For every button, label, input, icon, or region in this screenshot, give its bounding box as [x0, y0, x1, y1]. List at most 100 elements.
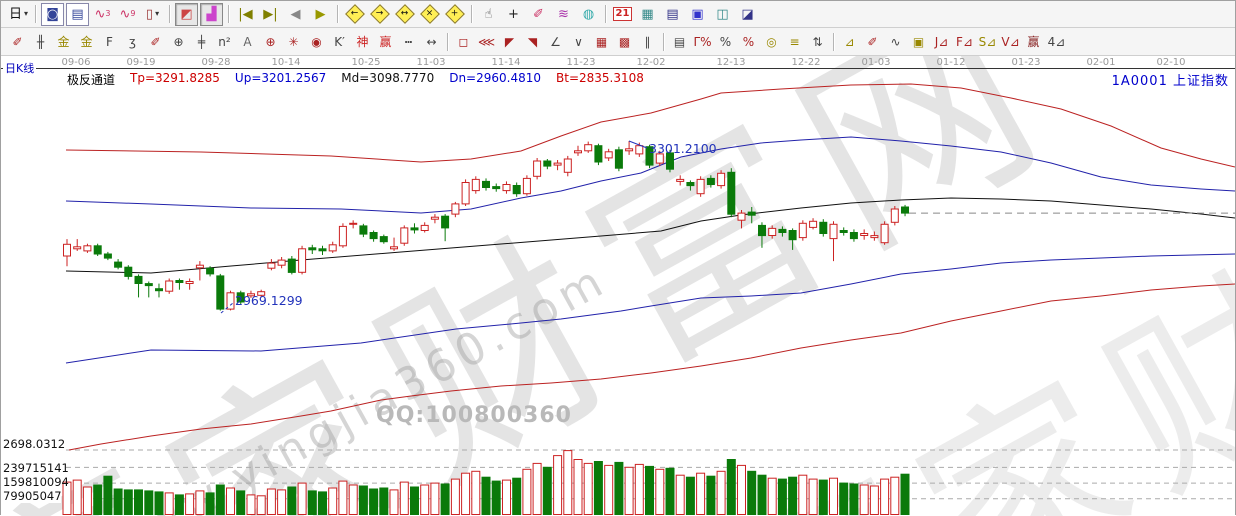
ying-angle-tool-icon[interactable]: 赢	[1027, 34, 1040, 49]
candle-style-icon[interactable]: ▯	[141, 3, 164, 26]
band-tool-icon[interactable]: ≋	[558, 6, 569, 22]
main-toolbar: 日◙▤∿3∿9▯◩▟|◀▶|◀▶←→↔×+☝+✐≋◍21▦▤▣◫◪	[1, 1, 1235, 28]
speed-line-tool-icon[interactable]: V⊿	[1001, 34, 1020, 49]
four-angle-tool-icon[interactable]: 4⊿	[1047, 34, 1066, 49]
kline-view-icon[interactable]: ◩	[175, 2, 198, 26]
date-label: 12-02	[636, 57, 666, 68]
shen-tool-icon[interactable]: 神	[356, 34, 369, 49]
gold-section2-tool-icon[interactable]: 金	[80, 34, 93, 49]
j-angle-tool-icon[interactable]: J⊿	[934, 34, 949, 49]
band-line-bt	[68, 283, 1235, 451]
trendline-pin-icon[interactable]: ✐	[533, 6, 544, 22]
gold-levels-tool-icon[interactable]: ≡	[789, 34, 800, 49]
hline-grid-tool-icon[interactable]: ╫	[36, 34, 45, 49]
info-panel-icon[interactable]: ▤	[66, 2, 89, 26]
notes-icon[interactable]: ▤	[666, 6, 679, 22]
kline-period-label: 日K线	[3, 60, 37, 76]
percent-retrace-tool-icon[interactable]: Γ%	[693, 34, 712, 49]
date-label: 02-10	[1156, 57, 1186, 68]
date-label: 11-23	[566, 57, 596, 68]
ma3-chart-icon[interactable]: ∿ 3	[94, 6, 111, 22]
hand-tool-icon[interactable]: ☝	[484, 6, 493, 22]
price-volume-plot	[62, 83, 1235, 516]
compass-tool-icon[interactable]: ⊕	[265, 34, 276, 49]
parallel-lines-tool-icon[interactable]: ∥	[644, 34, 651, 49]
zoom-out-icon[interactable]: ↔	[393, 3, 416, 26]
indicator-value-tp: Tp=3291.8285	[130, 71, 220, 85]
ying-tool-icon[interactable]: 赢	[379, 34, 392, 49]
pencil-tool-icon[interactable]: ✐	[12, 34, 23, 49]
window-layout-icon[interactable]: ◙	[41, 2, 64, 26]
letter-line-tool-icon[interactable]: A	[243, 34, 252, 49]
symbol-label: 1A0001 上证指数	[1112, 70, 1229, 89]
fan-box-tool-icon[interactable]: ◤	[504, 34, 515, 49]
ruler-tool-icon[interactable]: ┅	[404, 34, 413, 49]
percent-line-tool-icon[interactable]: %	[742, 34, 755, 49]
fan-fill-tool-icon[interactable]: ◥	[527, 34, 538, 49]
box-frame-tool-icon[interactable]: ◻	[458, 34, 469, 49]
grid-fill-tool-icon[interactable]: ▩	[618, 34, 631, 49]
ink-angle-tool-icon[interactable]: ✐	[867, 34, 878, 49]
toolbar-separator	[228, 5, 229, 23]
star-target-tool-icon[interactable]: ✳	[288, 34, 299, 49]
s-angle-tool-icon[interactable]: S⊿	[978, 34, 997, 49]
low-annotation: 2969.1299	[235, 293, 303, 308]
crosshair-tool-icon[interactable]: +	[508, 6, 519, 22]
grid-tool-icon[interactable]: ▦	[595, 34, 608, 49]
date-label: 12-13	[716, 57, 746, 68]
date-label: 10-25	[351, 57, 381, 68]
gold-section-tool-icon[interactable]: 金	[57, 34, 70, 49]
date-label: 12-22	[791, 57, 821, 68]
shift-left-icon[interactable]: ←	[343, 3, 366, 26]
band-line-md	[65, 197, 1235, 274]
skip-last-icon[interactable]: ▶|	[263, 6, 278, 22]
angle-lines-tool-icon[interactable]: ∠	[550, 34, 561, 49]
vline-grid-tool-icon[interactable]: ╪	[197, 34, 206, 49]
shift-right-icon[interactable]: →	[368, 3, 391, 26]
bow-tool-icon[interactable]: ʒ	[129, 34, 136, 49]
date-label: 11-14	[491, 57, 521, 68]
histogram-view-icon[interactable]: ▟	[200, 2, 223, 26]
width-measure-tool-icon[interactable]: ↔	[426, 34, 437, 49]
toolbar-separator	[471, 5, 472, 23]
price-floor-label: 2698.0312	[3, 437, 66, 451]
fan-lines-tool-icon[interactable]: ⋘	[477, 34, 496, 49]
high-annotation: 3301.2100	[649, 141, 717, 156]
range-arrows-tool-icon[interactable]: ⇅	[812, 34, 823, 49]
stats-panel-tool-icon[interactable]: ▤	[673, 34, 686, 49]
wave-tool-icon[interactable]: ∿	[890, 34, 901, 49]
target-box-tool-icon[interactable]: ◉	[311, 34, 322, 49]
indicator-value-md: Md=3098.7770	[341, 71, 435, 85]
zigzag-tool-icon[interactable]: ∨	[574, 34, 583, 49]
square-number-tool-icon[interactable]: n²	[218, 34, 231, 49]
period-selector-button[interactable]: 日	[7, 3, 30, 26]
calculator-icon[interactable]: ▦	[641, 6, 654, 22]
ma9-chart-icon[interactable]: ∿ 9	[119, 6, 136, 22]
save-icon[interactable]: ▣	[691, 6, 704, 22]
circle-grid-tool-icon[interactable]: ⊕	[173, 34, 184, 49]
symbol-code: 1A0001	[1111, 74, 1168, 89]
pane-top-divider	[1, 68, 1235, 69]
toolbar-separator	[35, 5, 36, 23]
calendar-icon[interactable]: 21	[611, 3, 634, 26]
kline-mark-tool-icon[interactable]: K′	[334, 34, 345, 49]
f-angle-tool-icon[interactable]: F⊿	[956, 34, 973, 49]
marker-tool-icon[interactable]: ✐	[150, 34, 161, 49]
skip-first-icon[interactable]: |◀	[238, 6, 253, 22]
next-bar-icon[interactable]: ▶	[315, 6, 326, 22]
gold-circle-tool-icon[interactable]: ◎	[766, 34, 777, 49]
sync-icon[interactable]: ◪	[741, 6, 754, 22]
band-line-up	[65, 136, 1235, 214]
toolbar-separator	[447, 32, 448, 51]
compress-icon[interactable]: ×	[418, 3, 441, 26]
gann-angle-tool-icon[interactable]: ⊿	[844, 34, 855, 49]
pattern-tool-icon[interactable]: ◍	[582, 6, 595, 22]
fib-grid-tool-icon[interactable]: F	[106, 34, 113, 49]
export-icon[interactable]: ◫	[716, 6, 729, 22]
expand-icon[interactable]: +	[443, 3, 466, 26]
prev-bar-icon[interactable]: ◀	[290, 6, 301, 22]
percent-tool-icon[interactable]: %	[719, 34, 732, 49]
toolbar-separator	[337, 5, 338, 23]
gold-box-tool-icon[interactable]: ▣	[912, 34, 925, 49]
